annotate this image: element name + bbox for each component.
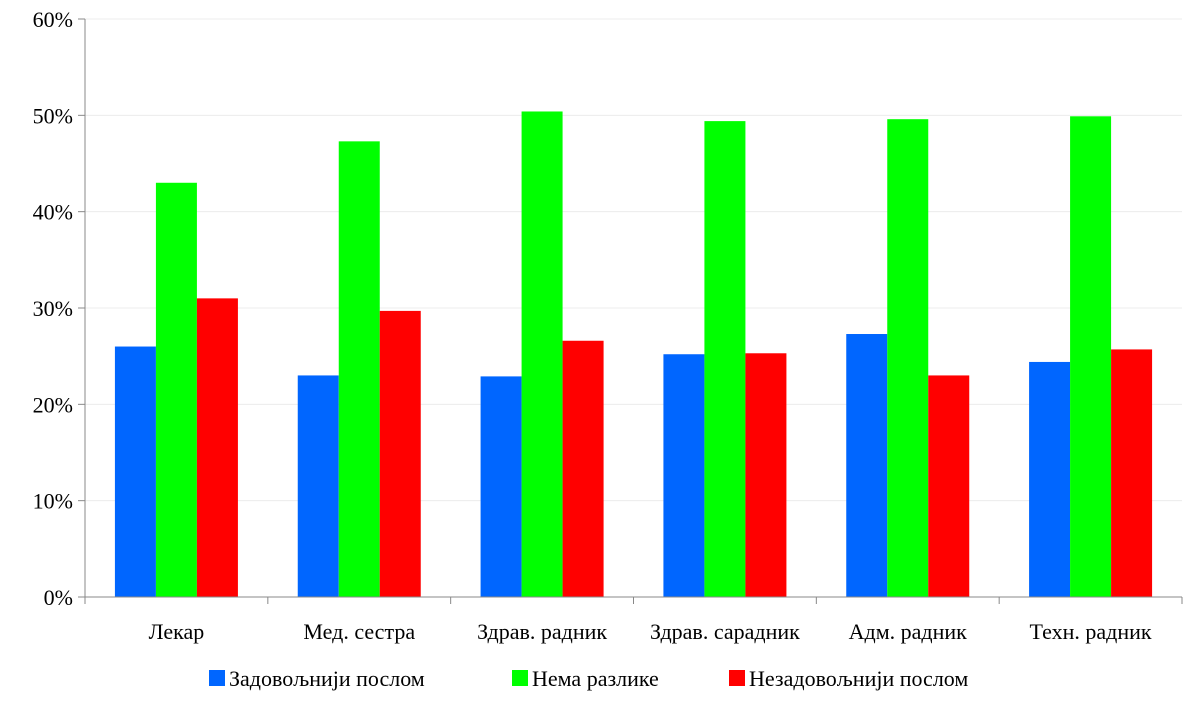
bar: [338, 141, 380, 598]
y-tick-label: 60%: [33, 7, 73, 32]
x-tick-label: Здрав. радник: [477, 619, 607, 644]
bar: [663, 354, 705, 597]
legend-swatch: [209, 670, 225, 686]
bar: [562, 340, 604, 597]
bar: [1070, 116, 1112, 598]
y-tick-label: 20%: [33, 392, 73, 417]
legend-swatch: [729, 670, 745, 686]
legend-label: Задовољнији послом: [229, 666, 425, 691]
y-tick-label: 30%: [33, 296, 73, 321]
y-tick-label: 40%: [33, 200, 73, 225]
x-tick-label: Здрав. сарадник: [650, 619, 800, 644]
bar: [887, 119, 929, 597]
y-tick-labels: 0% 10% 20% 30% 40% 50% 60%: [33, 7, 73, 610]
bar: [1111, 349, 1153, 597]
x-tick-label: Мед. сестра: [303, 619, 415, 644]
bar: [1029, 361, 1071, 597]
legend-label: Незадовољнији послом: [749, 666, 968, 691]
bar: [297, 375, 339, 597]
bar: [480, 376, 522, 597]
bar: [745, 353, 787, 597]
bar: [114, 346, 156, 597]
legend: Задовољнији послом Нема разлике Незадовољн…: [209, 666, 968, 691]
x-tick-label: Адм. радник: [849, 619, 968, 644]
y-tick-label: 50%: [33, 103, 73, 128]
x-tick-label: Лекар: [149, 619, 205, 644]
axes: [78, 18, 1183, 604]
bar: [379, 310, 421, 597]
bar: [521, 111, 563, 597]
bar: [846, 334, 888, 597]
bar: [704, 121, 746, 597]
y-tick-label: 10%: [33, 489, 73, 514]
bar: [928, 375, 970, 597]
x-tick-labels: Лекар Мед. сестра Здрав. радник Здрав. сара…: [149, 619, 1152, 644]
legend-label: Нема разлике: [532, 666, 659, 691]
gridlines: [85, 18, 1182, 502]
bar: [196, 298, 238, 597]
legend-swatch: [512, 670, 528, 686]
y-tick-label: 0%: [44, 585, 73, 610]
bar: [155, 182, 197, 597]
bars: [114, 111, 1153, 598]
x-tick-label: Техн. радник: [1030, 619, 1152, 644]
